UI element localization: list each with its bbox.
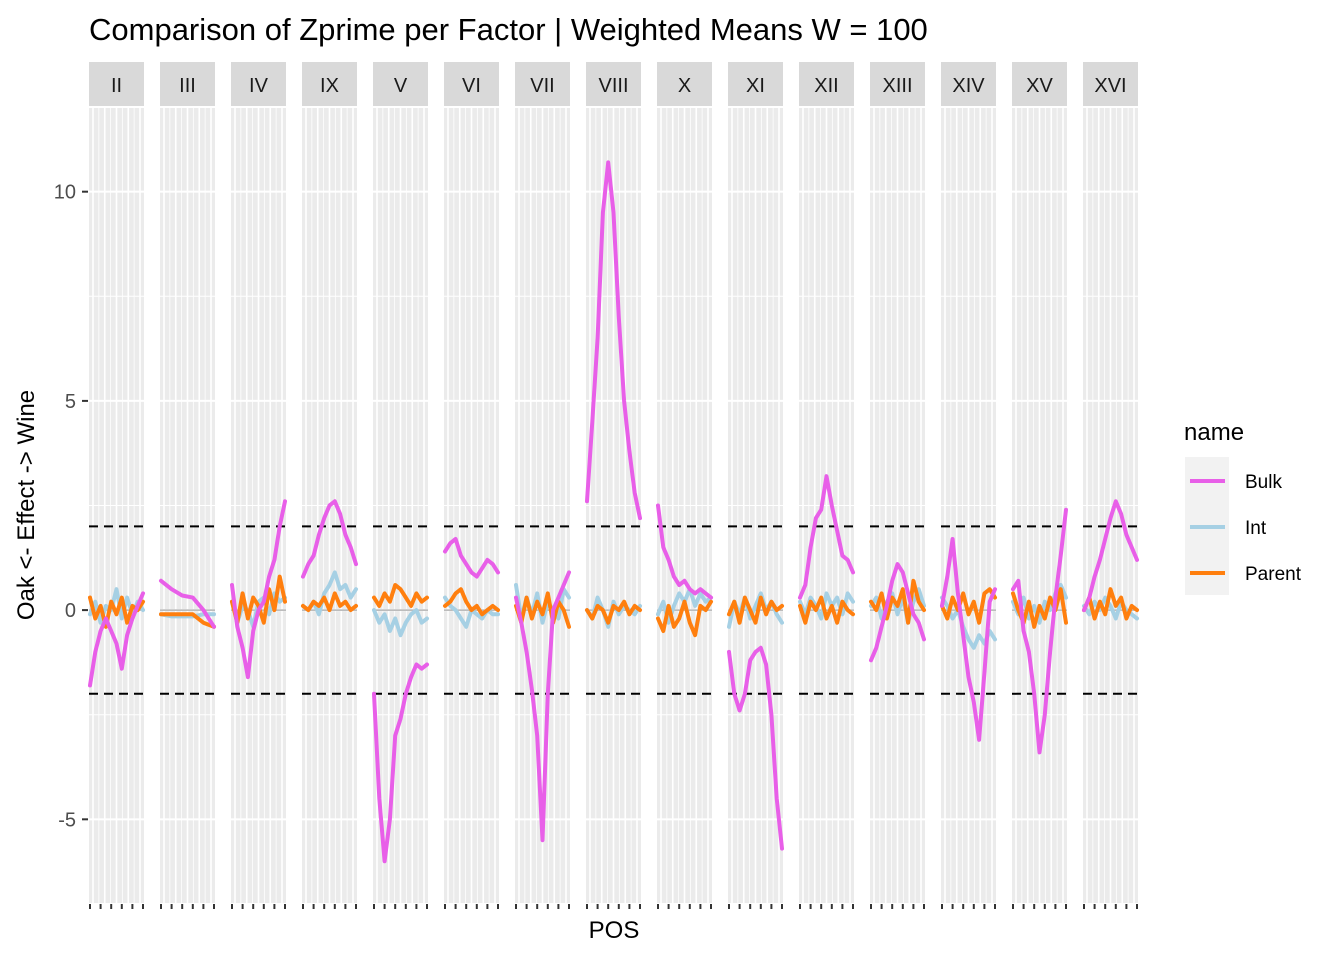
series-line-bulk: [727, 645, 784, 851]
facet-strip: [89, 62, 144, 106]
series-line-parent: [230, 574, 287, 625]
legend-items: Bulk Int Parent: [1190, 472, 1302, 585]
facet-strip: [515, 62, 570, 106]
facet-strip: [160, 62, 215, 106]
facet-strip: [373, 62, 428, 106]
series-line-bulk: [798, 474, 855, 600]
facet-panel: III: [159, 62, 216, 909]
series-line-parent: [585, 599, 642, 625]
legend: name Bulk Int Parent: [1184, 419, 1302, 595]
series-line-parent: [514, 591, 571, 629]
series-line-parent: [940, 587, 997, 625]
facet-panel: VIII: [585, 62, 642, 909]
series-line-bulk: [656, 503, 713, 600]
series-line-parent: [301, 591, 358, 613]
facet-panel: XIV: [940, 62, 997, 909]
series-line-parent: [1082, 587, 1139, 621]
facet-strip: [941, 62, 996, 106]
y-tick-label: 0: [65, 600, 76, 622]
facet-strip-label: X: [678, 75, 691, 97]
facet-strip-label: XIV: [952, 75, 985, 97]
y-tick-label: 10: [54, 182, 76, 204]
series-line-bulk: [88, 591, 145, 688]
facet-panel: XIII: [869, 62, 926, 909]
series-line-bulk: [514, 570, 571, 843]
facet-strip-label: XII: [814, 75, 838, 97]
x-axis-title: POS: [589, 917, 640, 944]
facet-panel: XVI: [1082, 62, 1139, 909]
facet-strip-label: III: [179, 75, 196, 97]
facet-strip: [799, 62, 854, 106]
facet-panel: XII: [798, 62, 855, 909]
series-line-parent: [727, 595, 784, 625]
facet-strip-label: XVI: [1094, 75, 1126, 97]
facet-panel: IX: [301, 62, 358, 909]
facet-panel: VII: [514, 62, 571, 909]
facet-strip-label: VII: [530, 75, 554, 97]
facet-strip: [444, 62, 499, 106]
series-line-parent: [372, 583, 429, 608]
facet-strip-label: IX: [320, 75, 339, 97]
facet-strip-label: XIII: [882, 75, 912, 97]
series-line-parent: [159, 612, 216, 629]
facet-panel: V: [372, 62, 429, 909]
facet-strip-label: VI: [462, 75, 481, 97]
y-tick-label: 5: [65, 391, 76, 413]
y-tick-label: -5: [58, 809, 76, 831]
series-line-parent: [443, 587, 500, 617]
series-line-int: [372, 608, 429, 638]
facet-strip-label: XI: [746, 75, 765, 97]
facet-strip: [870, 62, 925, 106]
series-line-bulk: [301, 499, 358, 579]
facet-panel: II: [88, 62, 145, 909]
series-line-bulk: [372, 662, 429, 864]
facet-strip: [586, 62, 641, 106]
facet-strip: [231, 62, 286, 106]
series-line-bulk: [869, 562, 926, 663]
facet-strip: [1083, 62, 1138, 106]
facet-strip-label: IV: [249, 75, 269, 97]
facet-panel: IV: [230, 62, 287, 909]
facet-strip-label: XV: [1026, 75, 1053, 97]
series-line-bulk: [940, 537, 997, 742]
legend-title: name: [1184, 419, 1244, 446]
facet-strip-label: II: [111, 75, 122, 97]
series-line-bulk: [1011, 507, 1068, 755]
series-line-int: [869, 587, 926, 625]
facet-strip: [302, 62, 357, 106]
chart-title: Comparison of Zprime per Factor | Weight…: [89, 12, 928, 47]
facet-strip-label: VIII: [598, 75, 628, 97]
series-line-bulk: [585, 160, 642, 521]
series-line-bulk: [159, 578, 216, 629]
facet-strip: [657, 62, 712, 106]
series-line-parent: [88, 595, 145, 629]
y-axis-title: Oak <- Effect -> Wine: [13, 390, 40, 620]
legend-label-bulk: Bulk: [1245, 472, 1282, 493]
legend-label-int: Int: [1245, 518, 1267, 539]
series-line-bulk: [1082, 499, 1139, 613]
series-line-parent: [656, 599, 713, 638]
legend-label-parent: Parent: [1245, 564, 1302, 585]
facet-panel: XI: [727, 62, 784, 909]
y-axis: -5 0 5 10: [54, 182, 88, 831]
facet-strip: [728, 62, 783, 106]
series-line-parent: [798, 595, 855, 625]
facet-panel: VI: [443, 62, 500, 909]
facet-strip-label: V: [394, 75, 408, 97]
series-line-bulk: [230, 499, 287, 680]
facet-panels: II III IV IX V VI VII VIII X XI XII XIII XIV XV XVI: [88, 62, 1139, 909]
facet-panel: XV: [1011, 62, 1068, 909]
series-line-bulk: [443, 537, 500, 579]
facet-panel: X: [656, 62, 713, 909]
facet-strip: [1012, 62, 1067, 106]
series-line-parent: [869, 578, 926, 625]
